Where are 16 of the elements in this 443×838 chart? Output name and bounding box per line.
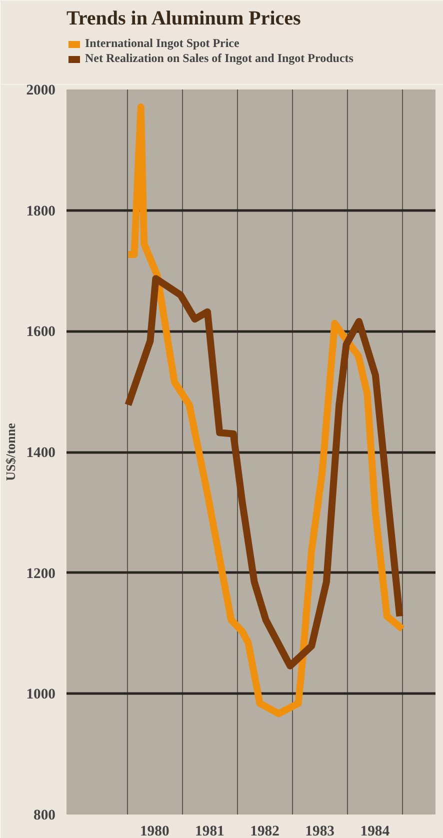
x-tick-label: 1984 (360, 824, 390, 838)
y-tick-label: 1600 (26, 324, 56, 340)
y-tick-label: 1000 (26, 686, 56, 703)
y-axis-title: US$/tonne (3, 422, 18, 481)
legend-label: International Ingot Spot Price (85, 36, 240, 51)
y-tick-label: 1400 (26, 445, 56, 461)
legend-label: Net Realization on Sales of Ingot and Ingot Products (85, 51, 354, 66)
x-tick-label: 1983 (305, 824, 334, 838)
x-tick-label: 1981 (195, 824, 224, 838)
x-tick-label: 1980 (140, 824, 170, 838)
y-tick-label: 800 (34, 808, 56, 824)
y-tick-label: 1800 (26, 203, 56, 220)
y-tick-label: 2000 (26, 82, 56, 98)
y-tick-label: 1200 (26, 566, 56, 582)
chart-title: Trends in Aluminum Prices (66, 8, 302, 30)
x-tick-label: 1982 (250, 824, 280, 838)
